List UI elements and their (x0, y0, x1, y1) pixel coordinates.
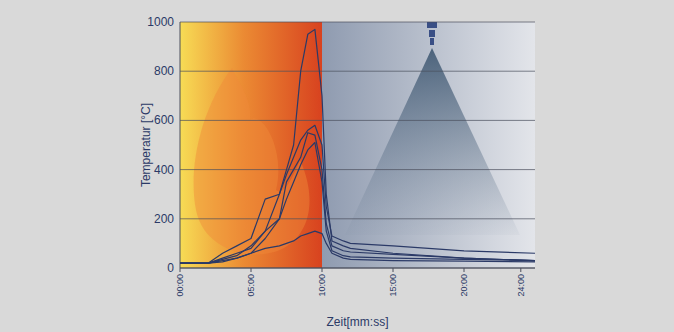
x-tick-label: 10:00 (317, 274, 327, 297)
y-tick-label: 800 (154, 64, 174, 78)
grid-line (180, 218, 535, 219)
x-tick-label: 05:00 (246, 274, 256, 297)
y-tick-label: 200 (154, 212, 174, 226)
nozzle (427, 22, 437, 28)
series-line (180, 125, 535, 263)
nozzle (430, 38, 434, 45)
series-line (180, 29, 535, 263)
x-tick (393, 268, 394, 272)
x-tick-label: 15:00 (388, 274, 398, 297)
x-tick (464, 268, 465, 272)
y-tick-label: 400 (154, 163, 174, 177)
grid-line (180, 120, 535, 121)
x-tick-label: 00:00 (175, 274, 185, 297)
x-axis (180, 268, 535, 269)
y-tick-label: 0 (167, 261, 174, 275)
x-tick-label: 20:00 (459, 274, 469, 297)
spray-zone (322, 22, 535, 268)
series-line (180, 143, 535, 264)
spray-cone (345, 48, 520, 235)
x-tick (180, 268, 181, 272)
chart: 0 200 400 600 800 1000 00:00 05:00 10:00 15:00 20:… (0, 0, 674, 332)
series-group (180, 29, 535, 263)
grid-line (180, 22, 535, 23)
y-tick-label: 600 (154, 113, 174, 127)
grid-line (180, 71, 535, 72)
x-axis-label: Zeit[mm:ss] (327, 315, 389, 329)
fire-zone (180, 22, 322, 268)
x-tick (251, 268, 252, 272)
y-axis (180, 22, 181, 268)
x-tick (520, 268, 521, 272)
x-tick-label: 24:00 (516, 274, 526, 297)
grid-line (180, 268, 535, 269)
series-line (180, 231, 535, 263)
y-tick-label: 1000 (147, 15, 174, 29)
y-axis-label: Temperatur [°C] (139, 103, 153, 187)
grid-line (180, 169, 535, 170)
nozzle (429, 30, 435, 37)
series-line (180, 133, 535, 263)
x-tick (322, 268, 323, 272)
